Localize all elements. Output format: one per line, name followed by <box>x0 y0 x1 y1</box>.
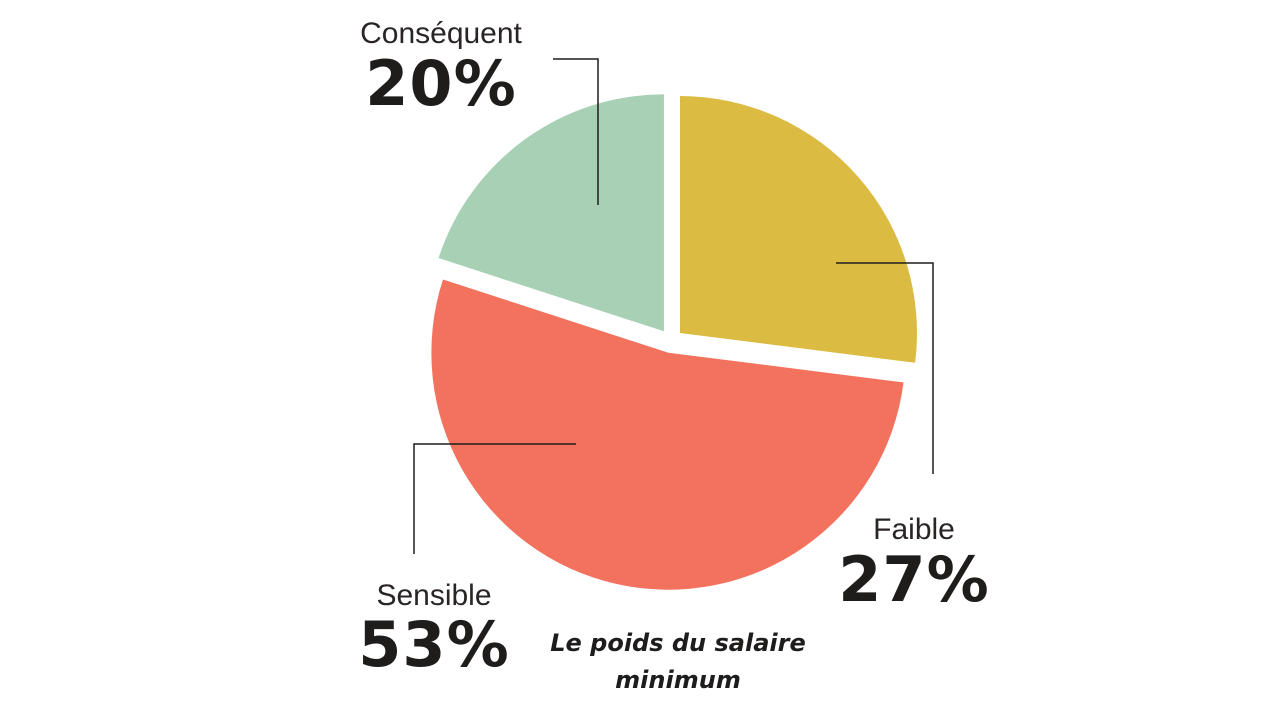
pie-slice-sensible <box>431 279 904 590</box>
leader-line-faible <box>836 262 934 474</box>
pie-slices <box>431 94 917 590</box>
value-faible: 27% <box>838 543 989 616</box>
label-sensible: Sensible <box>376 579 491 612</box>
value-consequent: 20% <box>365 47 516 120</box>
pie-slice-consequent <box>438 94 664 332</box>
label-faible: Faible <box>873 513 955 546</box>
chart-title-line-2: minimum <box>615 666 741 694</box>
pie-slice-faible <box>680 96 917 363</box>
leader-line-consequent <box>553 58 599 205</box>
leader-line-sensible <box>413 443 576 554</box>
label-consequent: Conséquent <box>360 17 522 50</box>
chart-title-line-1: Le poids du salaire <box>550 629 806 657</box>
value-sensible: 53% <box>358 608 509 681</box>
